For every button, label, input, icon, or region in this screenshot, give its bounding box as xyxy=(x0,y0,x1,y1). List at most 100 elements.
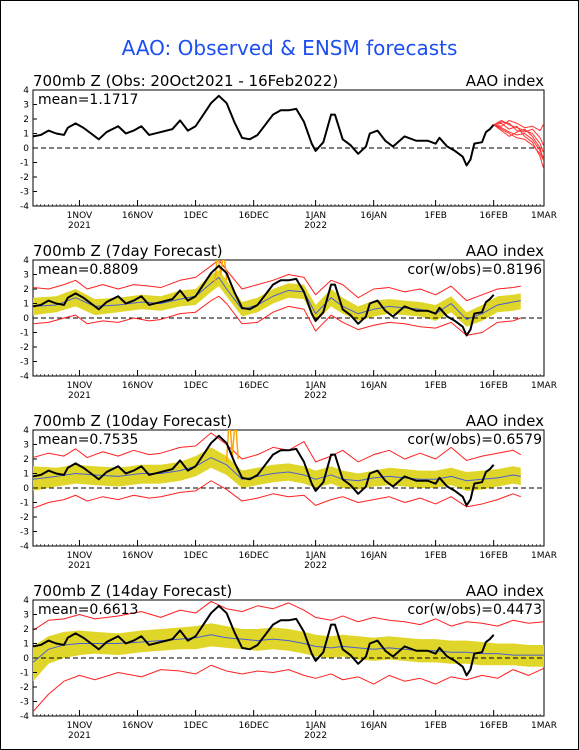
x-tick-label: 1MAR xyxy=(531,721,557,731)
panel-title: 700mb Z (Obs: 20Oct2021 - 16Feb2022) xyxy=(33,72,338,90)
x-tick-label: 1FEB xyxy=(424,211,447,221)
y-tick-label: -2 xyxy=(20,173,29,183)
envelope-line xyxy=(33,260,521,302)
y-tick-label: 1 xyxy=(23,470,29,480)
main-title: AAO: Observed & ENSM forecasts xyxy=(121,36,458,60)
mean-stat: mean=1.1717 xyxy=(38,92,138,108)
mean-stat: mean=0.7535 xyxy=(38,432,138,448)
index-label: AAO index xyxy=(466,72,544,90)
envelope-line xyxy=(33,600,544,631)
x-tick-label: 16NOV xyxy=(122,381,154,391)
y-tick-label: -3 xyxy=(20,698,29,708)
y-tick-label: 0 xyxy=(23,314,29,324)
x-tick-label: 16NOV xyxy=(122,211,154,221)
x-tick-label: 16JAN xyxy=(360,381,387,391)
x-tick-label: 1NOV xyxy=(67,211,93,221)
x-tick-year: 2022 xyxy=(304,561,327,571)
y-tick-label: -3 xyxy=(20,358,29,368)
x-tick-label: 16JAN xyxy=(360,211,387,221)
spike-line xyxy=(214,260,228,282)
y-tick-label: -4 xyxy=(20,712,29,722)
chart-panel-4: 700mb Z (14day Forecast) AAO index mean=0.… xyxy=(20,582,557,741)
x-tick-label: 16DEC xyxy=(238,721,268,731)
y-tick-label: 2 xyxy=(23,115,29,125)
plot-content xyxy=(33,600,544,712)
envelope-line xyxy=(33,664,544,712)
correlation-stat: cor(w/obs)=0.6579 xyxy=(407,432,542,448)
envelope-line xyxy=(33,480,521,509)
member-line xyxy=(493,119,544,132)
y-tick-label: 4 xyxy=(23,86,29,96)
chart-panel-2: 700mb Z (7day Forecast) AAO index mean=0.8… xyxy=(20,242,557,401)
x-tick-label: 1FEB xyxy=(424,721,447,731)
member-line xyxy=(493,124,544,162)
member-line xyxy=(493,124,544,160)
plot-content xyxy=(33,430,544,509)
y-tick-label: -3 xyxy=(20,188,29,198)
x-tick-label: 16FEB xyxy=(479,211,508,221)
x-tick-label: 1MAR xyxy=(531,211,557,221)
y-tick-label: 3 xyxy=(23,611,29,621)
y-tick-label: -4 xyxy=(20,372,29,382)
chart-panel-1: 700mb Z (Obs: 20Oct2021 - 16Feb2022) AAO … xyxy=(20,72,557,231)
y-tick-label: -2 xyxy=(20,683,29,693)
y-tick-label: 0 xyxy=(23,484,29,494)
x-tick-label: 1DEC xyxy=(183,721,208,731)
spread-band xyxy=(33,623,544,682)
y-tick-label: -4 xyxy=(20,202,29,212)
x-tick-label: 1JAN xyxy=(305,551,326,561)
y-tick-label: -1 xyxy=(20,499,29,509)
y-tick-label: -4 xyxy=(20,542,29,552)
x-tick-year: 2022 xyxy=(304,731,327,741)
envelope-line xyxy=(33,432,522,463)
x-tick-label: 1JAN xyxy=(305,721,326,731)
chart-panel-3: 700mb Z (10day Forecast) AAO index mean=0.… xyxy=(20,412,557,571)
x-tick-label: 16FEB xyxy=(479,551,508,561)
envelope-line xyxy=(33,295,521,336)
x-tick-label: 1NOV xyxy=(67,551,93,561)
panel-title: 700mb Z (14day Forecast) xyxy=(33,582,232,600)
y-tick-label: 4 xyxy=(23,426,29,436)
mean-stat: mean=0.6613 xyxy=(38,602,138,618)
x-tick-year: 2021 xyxy=(68,561,91,571)
spread-band xyxy=(33,447,521,491)
panel-title: 700mb Z (10day Forecast) xyxy=(33,412,232,430)
observed-line xyxy=(33,434,495,507)
y-tick-label: 1 xyxy=(23,300,29,310)
x-tick-label: 16JAN xyxy=(360,551,387,561)
x-tick-label: 16DEC xyxy=(238,211,268,221)
index-label: AAO index xyxy=(466,582,544,600)
x-tick-year: 2021 xyxy=(68,221,91,231)
correlation-stat: cor(w/obs)=0.4473 xyxy=(407,602,542,618)
observed-line xyxy=(33,604,495,677)
x-tick-year: 2021 xyxy=(68,391,91,401)
y-tick-label: -2 xyxy=(20,513,29,523)
member-line xyxy=(493,119,544,154)
x-tick-year: 2022 xyxy=(304,221,327,231)
x-tick-label: 1NOV xyxy=(67,381,93,391)
member-line xyxy=(493,121,544,147)
plot-content xyxy=(33,260,544,337)
y-tick-label: 4 xyxy=(23,596,29,606)
ensemble-mean-line xyxy=(33,276,521,320)
x-tick-label: 16NOV xyxy=(122,551,154,561)
x-tick-label: 1JAN xyxy=(305,211,326,221)
index-label: AAO index xyxy=(466,242,544,260)
x-tick-label: 1MAR xyxy=(531,551,557,561)
y-tick-label: 2 xyxy=(23,625,29,635)
y-tick-label: 0 xyxy=(23,144,29,154)
y-tick-label: 1 xyxy=(23,640,29,650)
x-tick-label: 1FEB xyxy=(424,381,447,391)
y-tick-label: -1 xyxy=(20,159,29,169)
y-tick-label: 3 xyxy=(23,271,29,281)
y-tick-label: 2 xyxy=(23,455,29,465)
x-tick-label: 1DEC xyxy=(183,211,208,221)
y-tick-label: 0 xyxy=(23,654,29,664)
x-tick-label: 1MAR xyxy=(531,381,557,391)
x-tick-label: 16DEC xyxy=(238,381,268,391)
correlation-stat: cor(w/obs)=0.8196 xyxy=(407,262,542,278)
x-tick-label: 16JAN xyxy=(360,721,387,731)
index-label: AAO index xyxy=(466,412,544,430)
y-tick-label: 1 xyxy=(23,130,29,140)
